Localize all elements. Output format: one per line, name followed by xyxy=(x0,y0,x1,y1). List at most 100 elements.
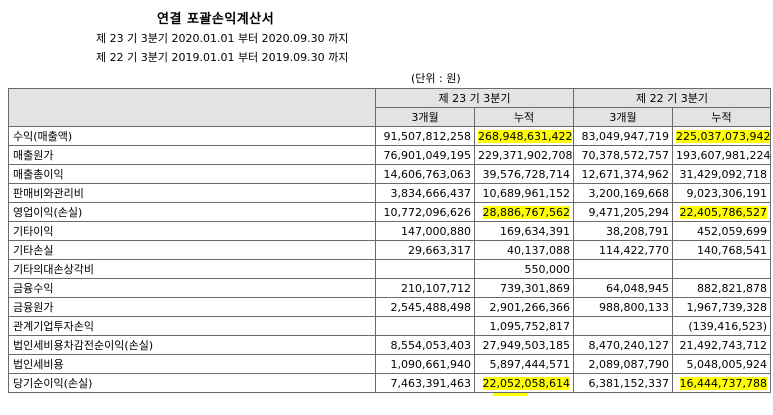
prior-cumulative-value: 452,059,699 xyxy=(672,221,771,241)
current-3month-value: 8,554,053,403 xyxy=(375,335,475,355)
current-cumulative-value: 550,000 xyxy=(474,259,574,279)
prior-3month-value: 114,422,770 xyxy=(573,240,673,260)
header-prior-cumulative: 누적 xyxy=(672,107,771,127)
cell-value: 988,800,133 xyxy=(599,300,669,314)
prior-cumulative-value: 1,967,739,328 xyxy=(672,297,771,317)
row-label: 법인세비용차감전순이익(손실) xyxy=(8,335,376,355)
current-cumulative-value: 739,301,869 xyxy=(474,278,574,298)
current-cumulative-value: 169,634,391 xyxy=(474,221,574,241)
table-row: 금융수익 210,107,712 739,301,869 64,048,945 882,… xyxy=(8,278,771,298)
income-statement-table: 제 23 기 3분기 제 22 기 3분기 3개월 누적 3개월 누적 수익(매… xyxy=(8,88,771,393)
cell-value: 5,048,005,924 xyxy=(686,357,767,371)
cell-value: 739,301,869 xyxy=(500,281,570,295)
cell-value: 31,429,092,718 xyxy=(679,167,767,181)
cell-value: 3,834,666,437 xyxy=(390,186,471,200)
prior-cumulative-value: 22,405,786,527 xyxy=(672,202,771,222)
current-3month-value: 7,463,391,463 xyxy=(375,373,475,393)
prior-3month-value: 64,048,945 xyxy=(573,278,673,298)
cell-value: 229,371,902,708 xyxy=(478,148,573,162)
current-cumulative-value: 10,689,961,152 xyxy=(474,183,574,203)
current-cumulative-value: 22,052,058,614 xyxy=(474,373,574,393)
cell-value: 1,095,752,817 xyxy=(489,319,570,333)
prior-3month-value: 988,800,133 xyxy=(573,297,673,317)
current-3month-value xyxy=(375,316,475,336)
cell-value: 22,052,058,614 xyxy=(482,376,570,390)
cell-value: 91,507,812,258 xyxy=(383,129,471,143)
row-label: 기타손실 xyxy=(8,240,376,260)
current-3month-value: 147,000,880 xyxy=(375,221,475,241)
row-label: 관계기업투자손익 xyxy=(8,316,376,336)
cell-value: 8,470,240,127 xyxy=(588,338,669,352)
cell-value: 2,545,488,498 xyxy=(390,300,471,314)
cell-value: 38,208,791 xyxy=(606,224,669,238)
statement-title: 연결 포괄손익계산서 xyxy=(157,12,275,27)
cell-value: 21,492,743,712 xyxy=(679,338,767,352)
cell-value: 147,000,880 xyxy=(401,224,471,238)
cell-value: 27,949,503,185 xyxy=(482,338,570,352)
table-row: 수익(매출액) 91,507,812,258 268,948,631,422 83,0… xyxy=(8,126,771,146)
current-cumulative-value: 27,949,503,185 xyxy=(474,335,574,355)
prior-cumulative-value: 5,048,005,924 xyxy=(672,354,771,374)
cell-value: 2,901,266,366 xyxy=(489,300,570,314)
current-3month-value: 91,507,812,258 xyxy=(375,126,475,146)
prior-3month-value xyxy=(573,259,673,279)
prior-3month-value: 2,089,087,790 xyxy=(573,354,673,374)
prior-cumulative-value: 31,429,092,718 xyxy=(672,164,771,184)
table-row: 금융원가 2,545,488,498 2,901,266,366 988,800,13… xyxy=(8,297,771,317)
cell-value: 6,381,152,337 xyxy=(588,376,669,390)
cell-value: 29,663,317 xyxy=(408,243,471,257)
current-cumulative-value: 1,095,752,817 xyxy=(474,316,574,336)
cell-value: 39,576,728,714 xyxy=(482,167,570,181)
prior-cumulative-value: 16,444,737,788 xyxy=(672,373,771,393)
cell-value: 1,090,661,940 xyxy=(390,357,471,371)
current-3month-value: 2,545,488,498 xyxy=(375,297,475,317)
cell-value: 64,048,945 xyxy=(606,281,669,295)
prior-3month-value: 3,200,169,668 xyxy=(573,183,673,203)
cell-value: 14,606,763,063 xyxy=(383,167,471,181)
table-row: 당기순이익(손실) 7,463,391,463 22,052,058,614 6,38… xyxy=(8,373,771,393)
cell-value: 114,422,770 xyxy=(599,243,669,257)
cell-value: 10,689,961,152 xyxy=(482,186,570,200)
row-label: 법인세비용 xyxy=(8,354,376,374)
prior-cumulative-value: 882,821,878 xyxy=(672,278,771,298)
cell-value: 1,967,739,328 xyxy=(686,300,767,314)
current-3month-value: 210,107,712 xyxy=(375,278,475,298)
cell-value: 83,049,947,719 xyxy=(581,129,669,143)
prior-3month-value: 38,208,791 xyxy=(573,221,673,241)
cell-value: 9,023,306,191 xyxy=(686,186,767,200)
cell-value: 22,405,786,527 xyxy=(679,205,767,219)
prior-3month-value: 9,471,205,294 xyxy=(573,202,673,222)
row-label: 기타이익 xyxy=(8,221,376,241)
table-row: 판매비와관리비 3,834,666,437 10,689,961,152 3,200,… xyxy=(8,183,771,203)
cell-value: 452,059,699 xyxy=(697,224,767,238)
prior-3month-value: 6,381,152,337 xyxy=(573,373,673,393)
row-label: 매출총이익 xyxy=(8,164,376,184)
table-row: 매출총이익 14,606,763,063 39,576,728,714 12,671,… xyxy=(8,164,771,184)
cell-value: 550,000 xyxy=(524,262,571,276)
table-row: 기타손실 29,663,317 40,137,088 114,422,770 140,7… xyxy=(8,240,771,260)
highlight-mark xyxy=(493,393,528,396)
row-label: 판매비와관리비 xyxy=(8,183,376,203)
current-cumulative-value: 28,886,767,562 xyxy=(474,202,574,222)
current-cumulative-value: 2,901,266,366 xyxy=(474,297,574,317)
cell-value: 8,554,053,403 xyxy=(390,338,471,352)
cell-value: 268,948,631,422 xyxy=(478,129,573,143)
prior-3month-value xyxy=(573,316,673,336)
prior-3month-value: 8,470,240,127 xyxy=(573,335,673,355)
cell-value: 40,137,088 xyxy=(507,243,570,257)
period-prior: 제 22 기 3분기 2019.01.01 부터 2019.09.30 까지 xyxy=(96,51,349,64)
cell-value: 9,471,205,294 xyxy=(588,205,669,219)
cell-value: 76,901,049,195 xyxy=(383,148,471,162)
current-3month-value: 76,901,049,195 xyxy=(375,145,475,165)
row-label: 금융수익 xyxy=(8,278,376,298)
prior-cumulative-value: 225,037,073,942 xyxy=(672,126,771,146)
header-current-cumulative: 누적 xyxy=(474,107,574,127)
cell-value: 169,634,391 xyxy=(500,224,570,238)
prior-cumulative-value: 193,607,981,224 xyxy=(672,145,771,165)
prior-3month-value: 12,671,374,962 xyxy=(573,164,673,184)
prior-cumulative-value: 140,768,541 xyxy=(672,240,771,260)
prior-cumulative-value: 9,023,306,191 xyxy=(672,183,771,203)
current-cumulative-value: 40,137,088 xyxy=(474,240,574,260)
cell-value: 7,463,391,463 xyxy=(390,376,471,390)
current-3month-value xyxy=(375,259,475,279)
